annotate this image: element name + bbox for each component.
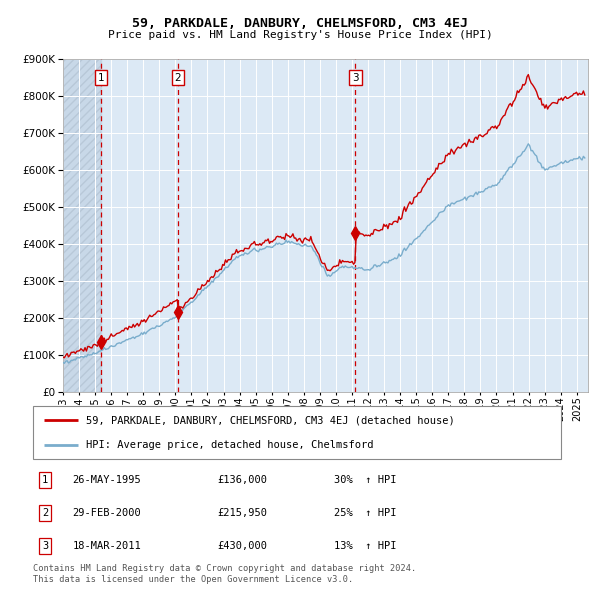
Text: 59, PARKDALE, DANBURY, CHELMSFORD, CM3 4EJ (detached house): 59, PARKDALE, DANBURY, CHELMSFORD, CM3 4… <box>86 415 455 425</box>
Text: 2: 2 <box>42 508 48 518</box>
Text: 30%  ↑ HPI: 30% ↑ HPI <box>334 476 397 486</box>
FancyBboxPatch shape <box>33 406 561 459</box>
Text: 18-MAR-2011: 18-MAR-2011 <box>73 541 142 551</box>
Text: 2: 2 <box>175 73 181 83</box>
Bar <box>63 59 101 392</box>
Text: Price paid vs. HM Land Registry's House Price Index (HPI): Price paid vs. HM Land Registry's House … <box>107 30 493 40</box>
Text: HPI: Average price, detached house, Chelmsford: HPI: Average price, detached house, Chel… <box>86 440 373 450</box>
Text: 1: 1 <box>98 73 104 83</box>
Bar <box>63 59 101 392</box>
Text: 1: 1 <box>42 476 48 486</box>
Text: This data is licensed under the Open Government Licence v3.0.: This data is licensed under the Open Gov… <box>33 575 353 584</box>
Text: £136,000: £136,000 <box>218 476 268 486</box>
Text: 29-FEB-2000: 29-FEB-2000 <box>73 508 142 518</box>
Text: 3: 3 <box>352 73 359 83</box>
Text: £430,000: £430,000 <box>218 541 268 551</box>
Text: Contains HM Land Registry data © Crown copyright and database right 2024.: Contains HM Land Registry data © Crown c… <box>33 564 416 573</box>
Text: 59, PARKDALE, DANBURY, CHELMSFORD, CM3 4EJ: 59, PARKDALE, DANBURY, CHELMSFORD, CM3 4… <box>132 17 468 30</box>
Text: 3: 3 <box>42 541 48 551</box>
Text: £215,950: £215,950 <box>218 508 268 518</box>
Text: 13%  ↑ HPI: 13% ↑ HPI <box>334 541 397 551</box>
Text: 26-MAY-1995: 26-MAY-1995 <box>73 476 142 486</box>
Text: 25%  ↑ HPI: 25% ↑ HPI <box>334 508 397 518</box>
